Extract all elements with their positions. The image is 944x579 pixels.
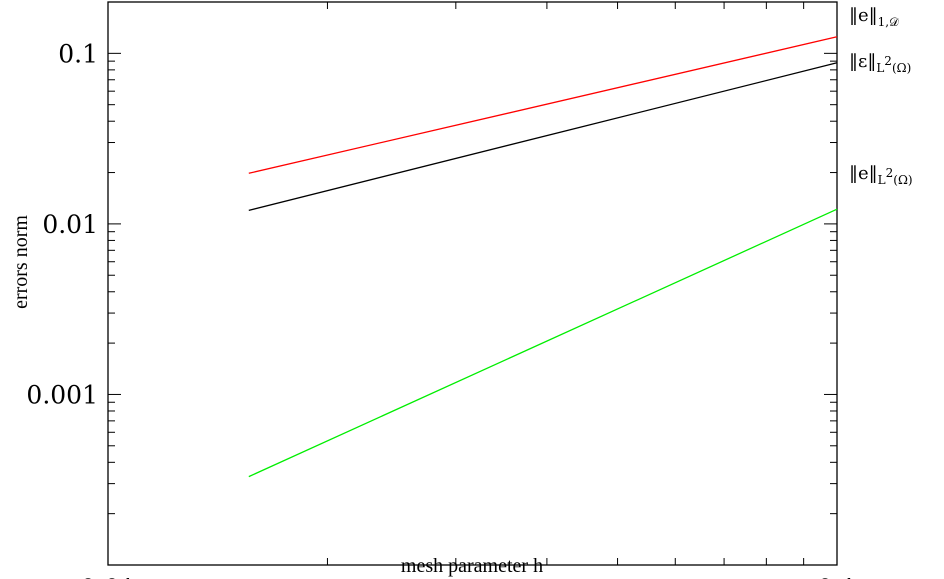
- tick-labels: 0.01 0.1 0.001 0.01 0.1: [26, 39, 856, 579]
- x-tick-label: 0.01: [80, 574, 136, 579]
- series-label-2: ‖ε‖L2(Ω): [849, 51, 911, 75]
- plot-frame: [107, 1, 838, 566]
- x-axis-label: mesh parameter h: [401, 555, 543, 577]
- y-tick-label: 0.1: [58, 39, 98, 68]
- series-label-1: ‖e‖1,𝒟: [849, 5, 899, 29]
- series-lines: [248, 36, 838, 478]
- series-line-3: [248, 208, 838, 478]
- series-line-1: [248, 36, 838, 174]
- series-labels: ‖e‖1,𝒟 ‖ε‖L2(Ω) ‖e‖L2(Ω): [849, 5, 913, 187]
- y-tick-label: 0.01: [42, 210, 98, 239]
- x-tick-label: 0.1: [817, 574, 857, 579]
- y-axis-label: errors norm: [10, 215, 32, 309]
- series-label-3: ‖e‖L2(Ω): [849, 163, 913, 187]
- y-tick-label: 0.001: [26, 380, 98, 409]
- ticks: [107, 1, 838, 566]
- series-line-2: [248, 62, 838, 212]
